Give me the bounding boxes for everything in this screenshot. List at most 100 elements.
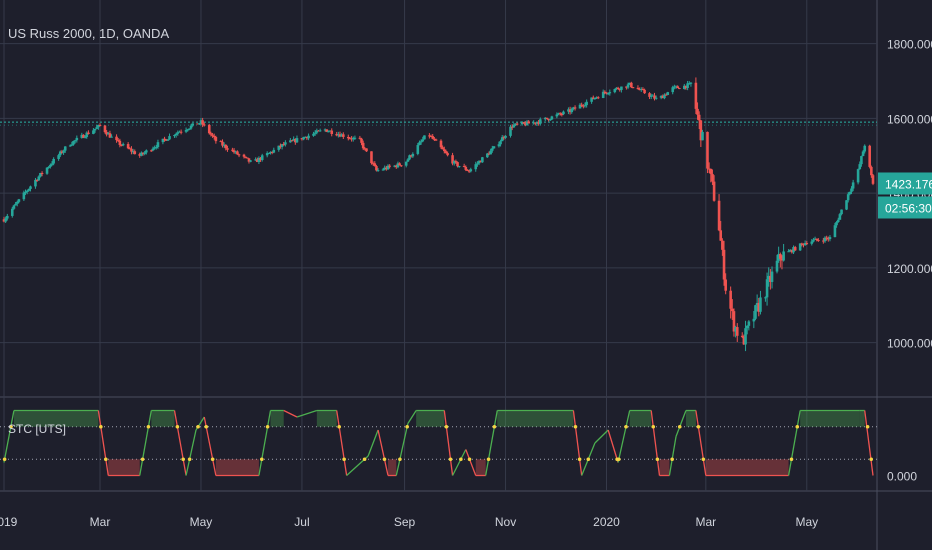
candle[interactable] xyxy=(527,120,531,124)
candle[interactable] xyxy=(383,165,387,171)
candle[interactable] xyxy=(52,157,55,166)
candle[interactable] xyxy=(209,131,213,137)
candle[interactable] xyxy=(63,146,67,153)
candle[interactable] xyxy=(431,133,435,140)
candle[interactable] xyxy=(39,172,42,178)
candle[interactable] xyxy=(394,164,398,169)
candle[interactable] xyxy=(457,165,461,168)
candle[interactable] xyxy=(452,160,456,166)
candle[interactable] xyxy=(835,220,838,228)
candle[interactable] xyxy=(813,236,817,240)
candle[interactable] xyxy=(24,189,27,195)
candle[interactable] xyxy=(270,151,274,155)
candle[interactable] xyxy=(798,243,802,252)
candle[interactable] xyxy=(363,147,367,151)
candle[interactable] xyxy=(846,192,850,203)
candle[interactable] xyxy=(353,135,357,140)
candle[interactable] xyxy=(153,145,156,150)
candle[interactable] xyxy=(625,86,628,90)
candle[interactable] xyxy=(615,87,618,91)
candle[interactable] xyxy=(163,136,166,142)
candle[interactable] xyxy=(671,85,675,95)
candle[interactable] xyxy=(815,238,819,242)
candle[interactable] xyxy=(467,169,471,174)
candle[interactable] xyxy=(651,94,655,97)
candle[interactable] xyxy=(404,161,408,168)
candle[interactable] xyxy=(648,92,651,100)
candle[interactable] xyxy=(375,164,378,172)
candle[interactable] xyxy=(707,162,711,174)
candle[interactable] xyxy=(779,252,782,268)
candle[interactable] xyxy=(558,112,562,116)
candle[interactable] xyxy=(522,121,526,124)
candle[interactable] xyxy=(731,299,734,320)
candle[interactable] xyxy=(350,136,353,142)
candle[interactable] xyxy=(121,142,125,147)
candle[interactable] xyxy=(699,119,703,148)
candle[interactable] xyxy=(444,149,448,154)
candle[interactable] xyxy=(307,133,310,141)
candle[interactable] xyxy=(168,133,171,140)
candle[interactable] xyxy=(769,269,772,290)
candle[interactable] xyxy=(201,117,204,128)
candle[interactable] xyxy=(550,115,554,121)
candle[interactable] xyxy=(237,153,241,158)
candle[interactable] xyxy=(825,235,828,241)
candle[interactable] xyxy=(537,119,540,126)
candle[interactable] xyxy=(73,139,77,144)
candle[interactable] xyxy=(428,133,431,139)
candle[interactable] xyxy=(409,154,413,158)
candle[interactable] xyxy=(555,112,559,119)
candle[interactable] xyxy=(732,308,736,337)
candle[interactable] xyxy=(709,168,713,183)
candle[interactable] xyxy=(697,111,701,130)
candle[interactable] xyxy=(82,134,85,139)
candle[interactable] xyxy=(545,117,549,120)
candle[interactable] xyxy=(255,157,259,163)
candle[interactable] xyxy=(35,179,39,182)
candle[interactable] xyxy=(701,129,704,141)
candle[interactable] xyxy=(616,86,620,90)
candle[interactable] xyxy=(481,156,484,163)
candle[interactable] xyxy=(365,148,368,152)
candle[interactable] xyxy=(110,134,113,138)
candle[interactable] xyxy=(802,243,805,248)
candle[interactable] xyxy=(25,189,29,195)
candle[interactable] xyxy=(659,95,663,100)
candle[interactable] xyxy=(87,130,90,135)
candle[interactable] xyxy=(246,157,249,159)
candle[interactable] xyxy=(870,165,873,178)
candle[interactable] xyxy=(305,136,309,140)
candle[interactable] xyxy=(441,145,444,150)
candle[interactable] xyxy=(178,130,181,133)
candle[interactable] xyxy=(510,124,514,131)
candle[interactable] xyxy=(328,130,332,132)
candle[interactable] xyxy=(232,148,236,154)
candle[interactable] xyxy=(570,107,574,114)
candle[interactable] xyxy=(93,128,97,133)
candle[interactable] xyxy=(184,127,188,134)
candle[interactable] xyxy=(548,118,552,122)
candle[interactable] xyxy=(689,82,693,87)
candle[interactable] xyxy=(198,122,201,126)
candle[interactable] xyxy=(398,162,401,166)
candle[interactable] xyxy=(557,112,560,116)
candle[interactable] xyxy=(476,161,479,167)
candle[interactable] xyxy=(462,163,466,168)
candle[interactable] xyxy=(573,105,577,111)
candle[interactable] xyxy=(490,145,494,153)
candle[interactable] xyxy=(330,128,334,137)
candle[interactable] xyxy=(767,267,771,287)
candle[interactable] xyxy=(525,119,529,126)
candle[interactable] xyxy=(724,273,727,295)
candle[interactable] xyxy=(358,135,362,140)
candle[interactable] xyxy=(260,153,264,162)
candle[interactable] xyxy=(863,144,867,154)
candle[interactable] xyxy=(313,130,317,136)
candle[interactable] xyxy=(393,165,396,168)
candle[interactable] xyxy=(817,238,820,242)
candle[interactable] xyxy=(418,140,421,146)
candle[interactable] xyxy=(823,236,827,243)
candle[interactable] xyxy=(572,106,575,111)
candle[interactable] xyxy=(141,152,145,156)
